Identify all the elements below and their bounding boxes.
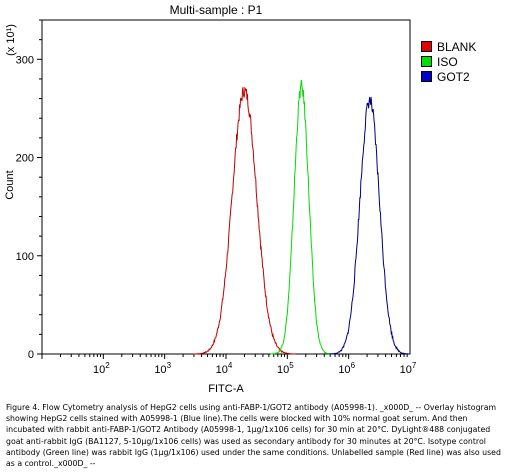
- series-line-got2: [328, 96, 411, 355]
- series-line-iso: [270, 79, 333, 355]
- y-tick-label: 100: [16, 251, 34, 263]
- x-tick-label: 104: [216, 361, 233, 376]
- y-tick-label: 200: [16, 153, 34, 165]
- y-multiplier: (x 10¹): [5, 24, 17, 56]
- legend-label-iso: ISO: [437, 54, 458, 69]
- legend-swatch-iso: [421, 56, 432, 67]
- x-tick-label: 105: [277, 361, 294, 376]
- figure-caption: Figure 4. Flow Cytometry analysis of Hep…: [6, 403, 501, 469]
- x-axis-label: FITC-A: [208, 383, 244, 395]
- legend-swatch-blank: [421, 41, 432, 52]
- legend-item-got2: GOT2: [421, 69, 476, 84]
- series-line-blank: [192, 86, 296, 355]
- plot-frame: [41, 19, 411, 355]
- y-axis-label: Count: [4, 170, 16, 199]
- x-tick-label: 106: [338, 361, 355, 376]
- y-tick-label: 300: [16, 54, 34, 66]
- legend-swatch-got2: [421, 71, 432, 82]
- chart-title: Multi-sample : P1: [170, 3, 263, 17]
- legend-label-got2: GOT2: [437, 69, 470, 84]
- legend-item-iso: ISO: [421, 54, 476, 69]
- legend-label-blank: BLANK: [437, 39, 477, 54]
- x-tick-label: 102: [93, 361, 110, 376]
- legend-item-blank: BLANK: [421, 39, 476, 54]
- x-tick-label: 103: [154, 361, 171, 376]
- y-tick-label: 0: [28, 349, 34, 361]
- histogram-chart: Multi-sample : P1 (x 10¹) Count FITC-A 0…: [4, 3, 417, 395]
- x-tick-label: 107: [400, 361, 417, 376]
- legend: BLANK ISO GOT2: [421, 39, 476, 84]
